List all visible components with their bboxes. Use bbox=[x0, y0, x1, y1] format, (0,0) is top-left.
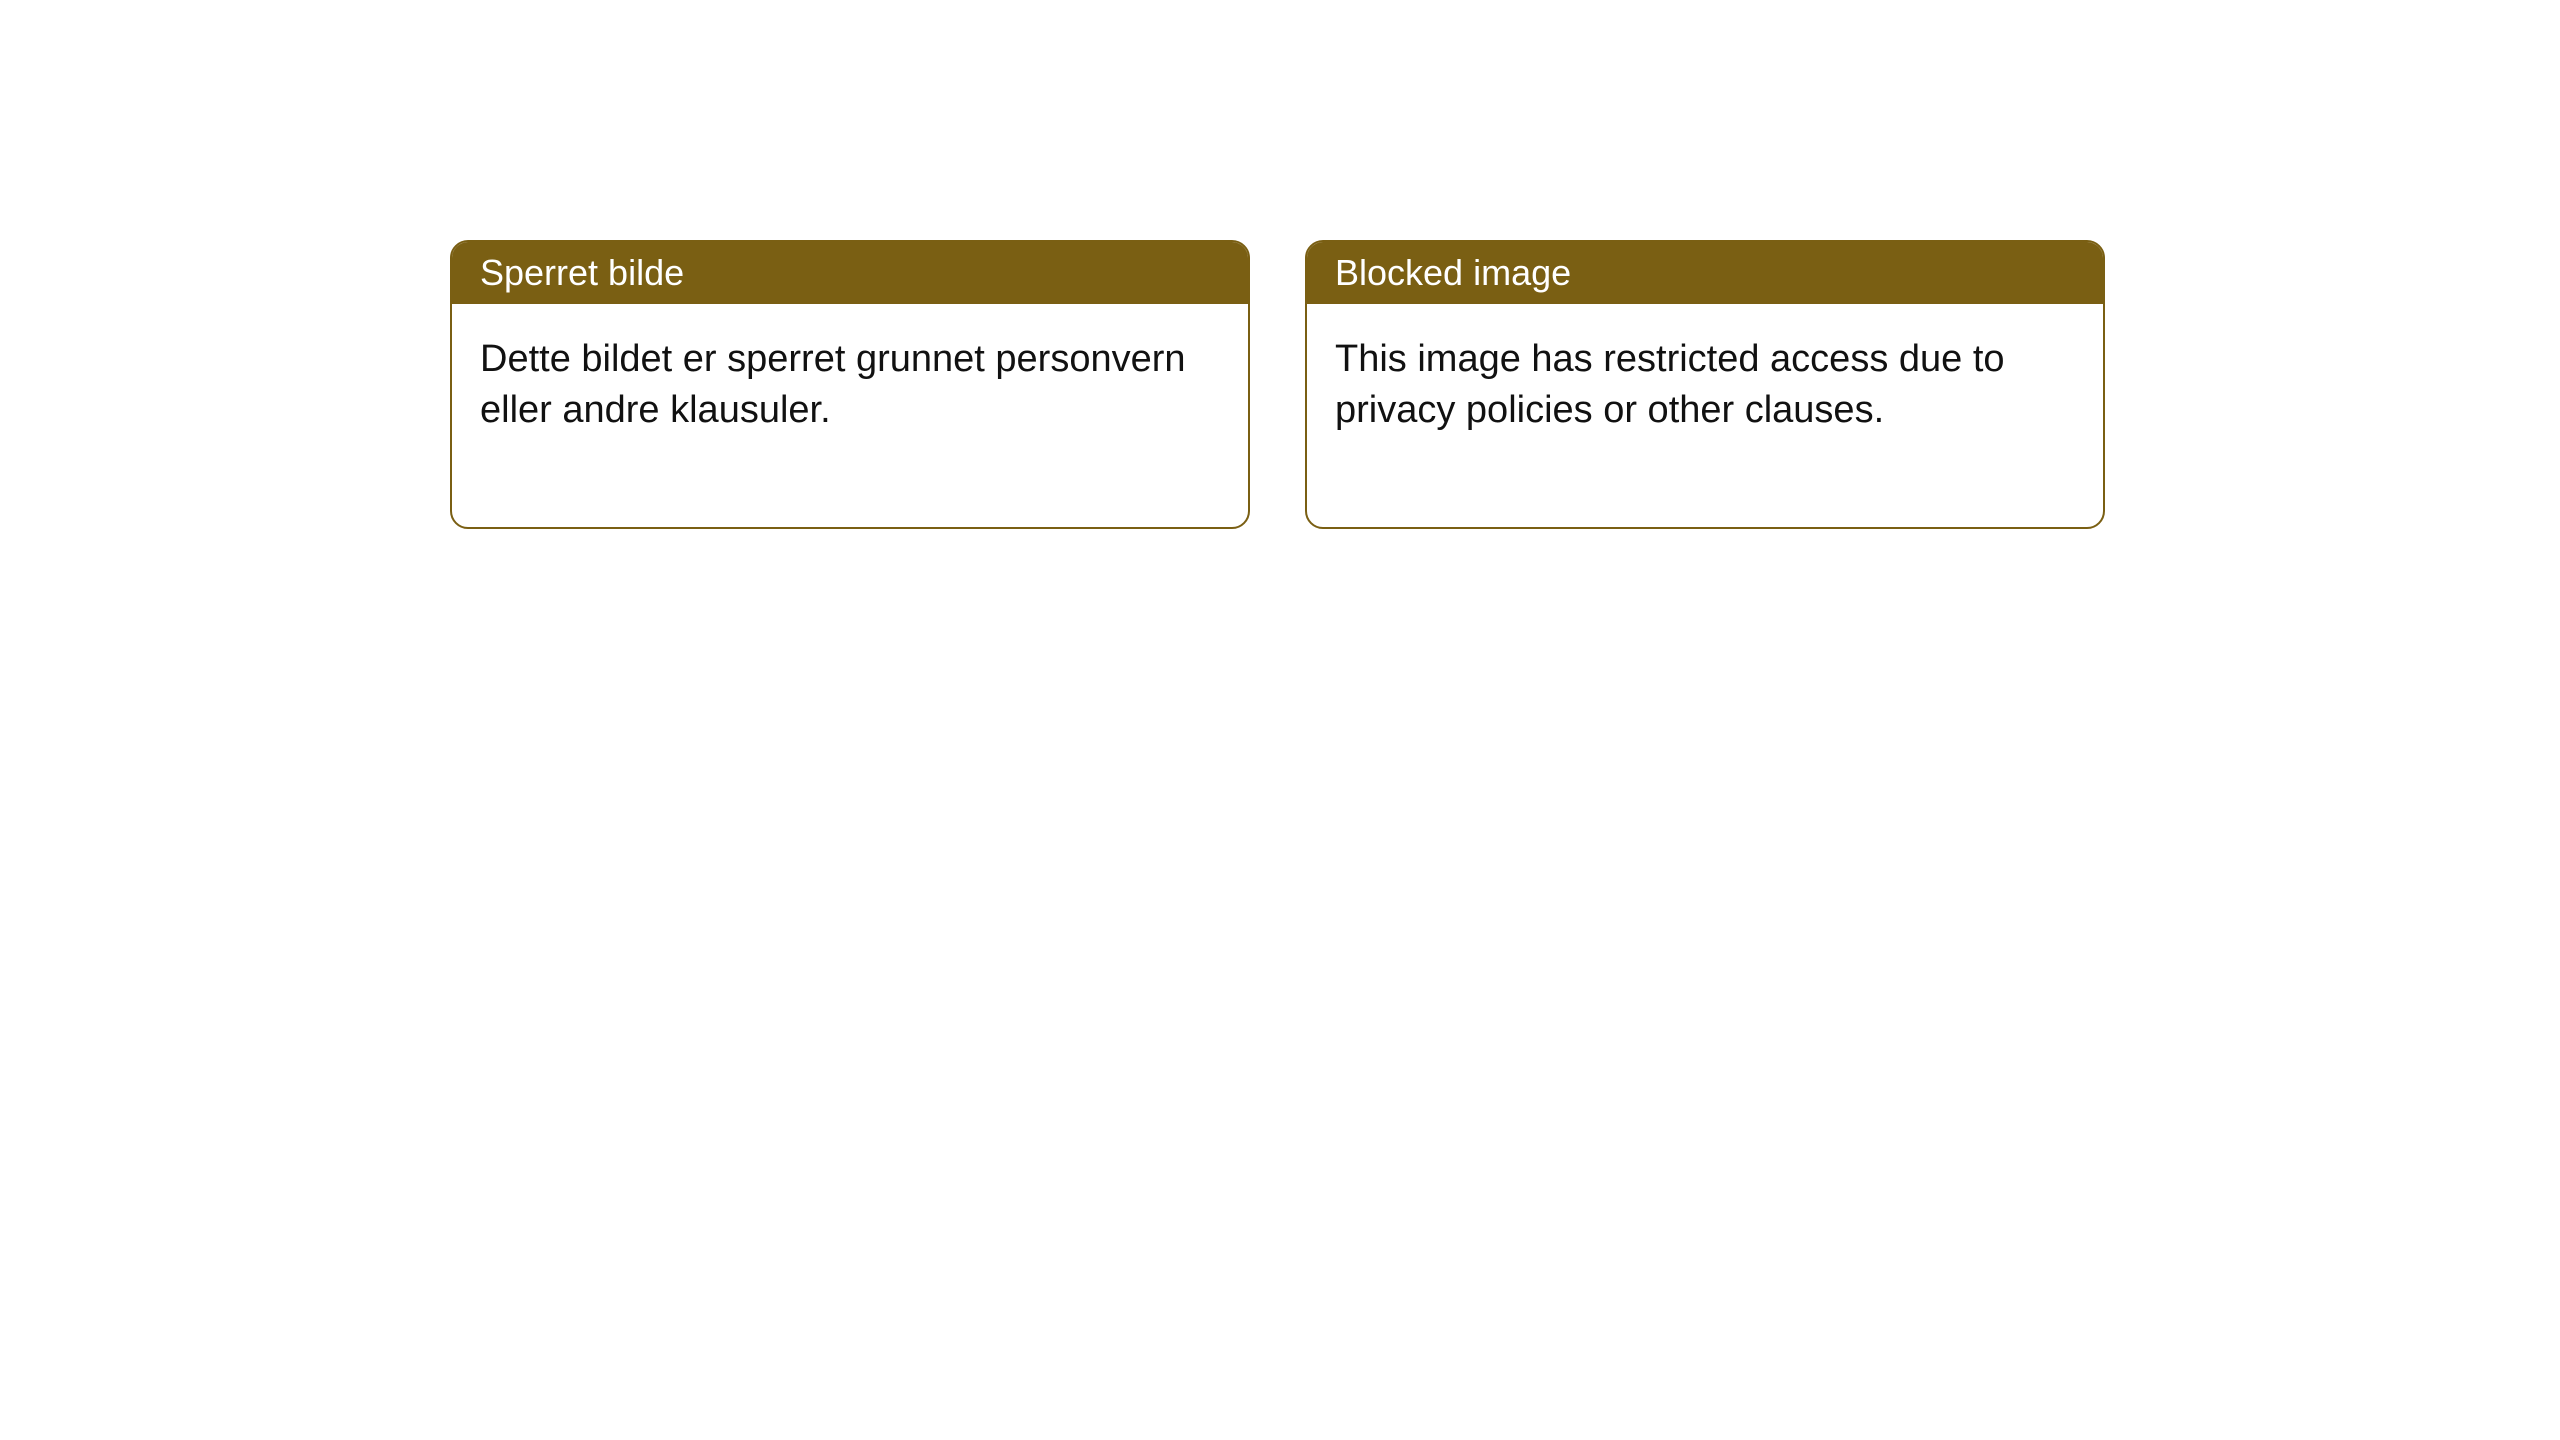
card-body: This image has restricted access due to … bbox=[1307, 304, 2103, 527]
card-header: Sperret bilde bbox=[452, 242, 1248, 304]
card-title: Sperret bilde bbox=[480, 252, 684, 293]
card-body: Dette bildet er sperret grunnet personve… bbox=[452, 304, 1248, 527]
notice-card-norwegian: Sperret bilde Dette bildet er sperret gr… bbox=[450, 240, 1250, 529]
card-title: Blocked image bbox=[1335, 252, 1571, 293]
card-body-text: This image has restricted access due to … bbox=[1335, 338, 2005, 431]
notice-container: Sperret bilde Dette bildet er sperret gr… bbox=[450, 240, 2105, 529]
card-body-text: Dette bildet er sperret grunnet personve… bbox=[480, 338, 1186, 431]
card-header: Blocked image bbox=[1307, 242, 2103, 304]
notice-card-english: Blocked image This image has restricted … bbox=[1305, 240, 2105, 529]
